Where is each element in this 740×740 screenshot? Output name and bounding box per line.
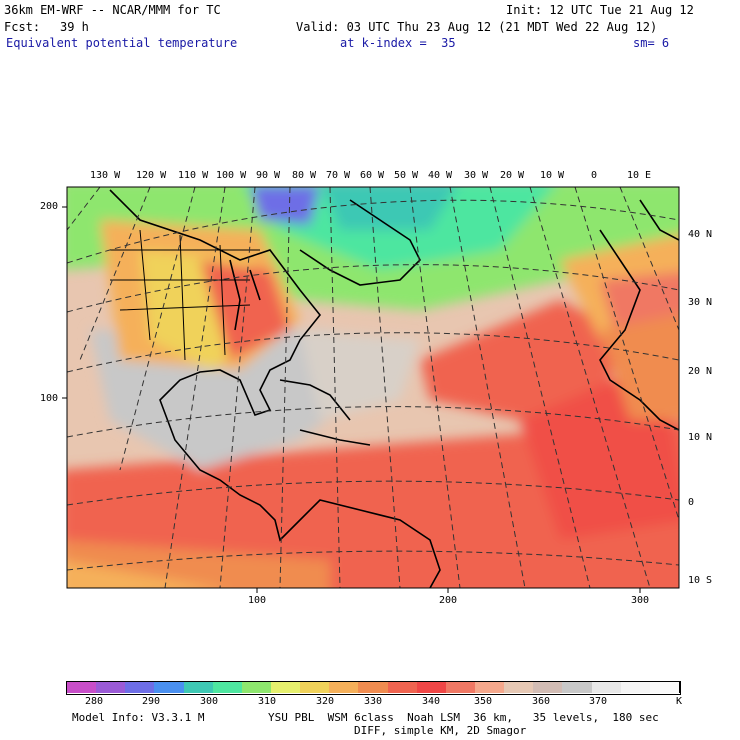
- lat-label-10n: 10 N: [688, 432, 713, 443]
- colorbar-swatch: [445, 682, 477, 693]
- colorbar-swatch: [620, 682, 652, 693]
- lon-label-50w: 50 W: [394, 170, 419, 181]
- colorbar-swatch: [562, 682, 594, 693]
- colorbar-label-330: 330: [364, 696, 383, 707]
- lat-label-10s: 10 S: [688, 575, 713, 586]
- colorbar-swatch: [416, 682, 448, 693]
- colorbar-swatch: [96, 682, 127, 693]
- lat-label-40n: 40 N: [688, 229, 713, 240]
- lon-label-90w: 90 W: [256, 170, 281, 181]
- lon-label-30w: 30 W: [464, 170, 489, 181]
- colorbar-label-280: 280: [85, 696, 104, 707]
- lon-label-20w: 20 W: [500, 170, 525, 181]
- colorbar-swatch: [154, 682, 186, 693]
- lon-label-120w: 120 W: [136, 170, 167, 181]
- lon-label-10w: 10 W: [540, 170, 565, 181]
- valid-time: Valid: 03 UTC Thu 23 Aug 12 (21 MDT Wed …: [296, 20, 658, 34]
- colorbar-label-290: 290: [142, 696, 161, 707]
- smoothing-label: sm= 6: [633, 36, 670, 50]
- lon-label-70w: 70 W: [326, 170, 351, 181]
- colorbar-swatch: [649, 682, 681, 693]
- colorbar-label-350: 350: [474, 696, 493, 707]
- lon-label-80w: 80 W: [292, 170, 317, 181]
- lat-label-30n: 30 N: [688, 297, 713, 308]
- field-name: Equivalent potential temperature: [6, 36, 238, 50]
- colorbar-swatch: [358, 682, 390, 693]
- colorbar-swatch: [241, 682, 273, 693]
- colorbar-swatch: [591, 682, 623, 693]
- grid-label-x-100: 100: [248, 595, 267, 606]
- init-time: Init: 12 UTC Tue 21 Aug 12: [506, 3, 694, 17]
- physics-info: YSU PBL WSM 6class Noah LSM 36 km, 35 le…: [268, 711, 659, 724]
- forecast-hour: 39 h: [60, 20, 89, 34]
- colorbar-label-370: 370: [589, 696, 608, 707]
- forecast-label: Fcst:: [4, 20, 41, 34]
- colorbar-swatch: [212, 682, 244, 693]
- diffusion-info: DIFF, simple KM, 2D Smagor: [354, 724, 527, 737]
- colorbar-swatch: [300, 682, 331, 693]
- colorbar-label-320: 320: [316, 696, 335, 707]
- lon-label-100w: 100 W: [216, 170, 247, 181]
- colorbar-swatch: [533, 682, 564, 693]
- map-frame: [66, 186, 680, 589]
- colorbar-swatch: [67, 682, 98, 693]
- lon-label-40w: 40 W: [428, 170, 453, 181]
- lon-label-0: 0: [591, 170, 598, 181]
- model-info: Model Info: V3.3.1 M: [72, 711, 205, 724]
- colorbar-swatch: [183, 682, 215, 693]
- theta-e-field: [67, 187, 679, 588]
- grid-label-y-200: 200: [40, 201, 59, 212]
- level-label: at k-index = 35: [340, 36, 456, 50]
- model-title: 36km EM-WRF -- NCAR/MMM for TC: [4, 3, 221, 17]
- lon-label-60w: 60 W: [360, 170, 385, 181]
- colorbar-unit: K: [676, 696, 683, 707]
- colorbar-label-360: 360: [532, 696, 551, 707]
- lat-label-0: 0: [688, 497, 695, 508]
- colorbar-label-310: 310: [258, 696, 277, 707]
- colorbar-label-300: 300: [200, 696, 219, 707]
- colorbar-swatch: [329, 682, 360, 693]
- lat-label-20n: 20 N: [688, 366, 713, 377]
- grid-label-y-100: 100: [40, 393, 59, 404]
- grid-label-x-300: 300: [631, 595, 650, 606]
- colorbar-swatch: [387, 682, 419, 693]
- colorbar-swatch: [271, 682, 302, 693]
- grid-label-x-200: 200: [439, 595, 458, 606]
- lon-label-130w: 130 W: [90, 170, 121, 181]
- colorbar-label-340: 340: [422, 696, 441, 707]
- lon-label-10e: 10 E: [627, 170, 652, 181]
- colorbar-swatch: [125, 682, 156, 693]
- colorbar-swatch: [475, 682, 506, 693]
- lon-label-110w: 110 W: [178, 170, 209, 181]
- colorbar-swatch: [504, 682, 535, 693]
